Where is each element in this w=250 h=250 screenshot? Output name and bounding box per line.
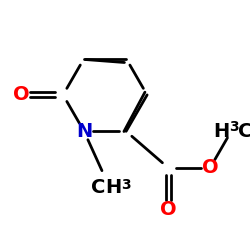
Text: 3: 3: [229, 120, 239, 134]
Text: N: N: [76, 122, 92, 141]
Text: C: C: [91, 178, 105, 197]
Text: O: O: [202, 158, 218, 177]
Text: C: C: [238, 122, 250, 141]
Text: O: O: [13, 86, 29, 104]
Text: H: H: [105, 178, 121, 197]
Text: 3: 3: [121, 178, 131, 192]
Text: O: O: [160, 200, 176, 219]
Text: H: H: [213, 122, 229, 141]
